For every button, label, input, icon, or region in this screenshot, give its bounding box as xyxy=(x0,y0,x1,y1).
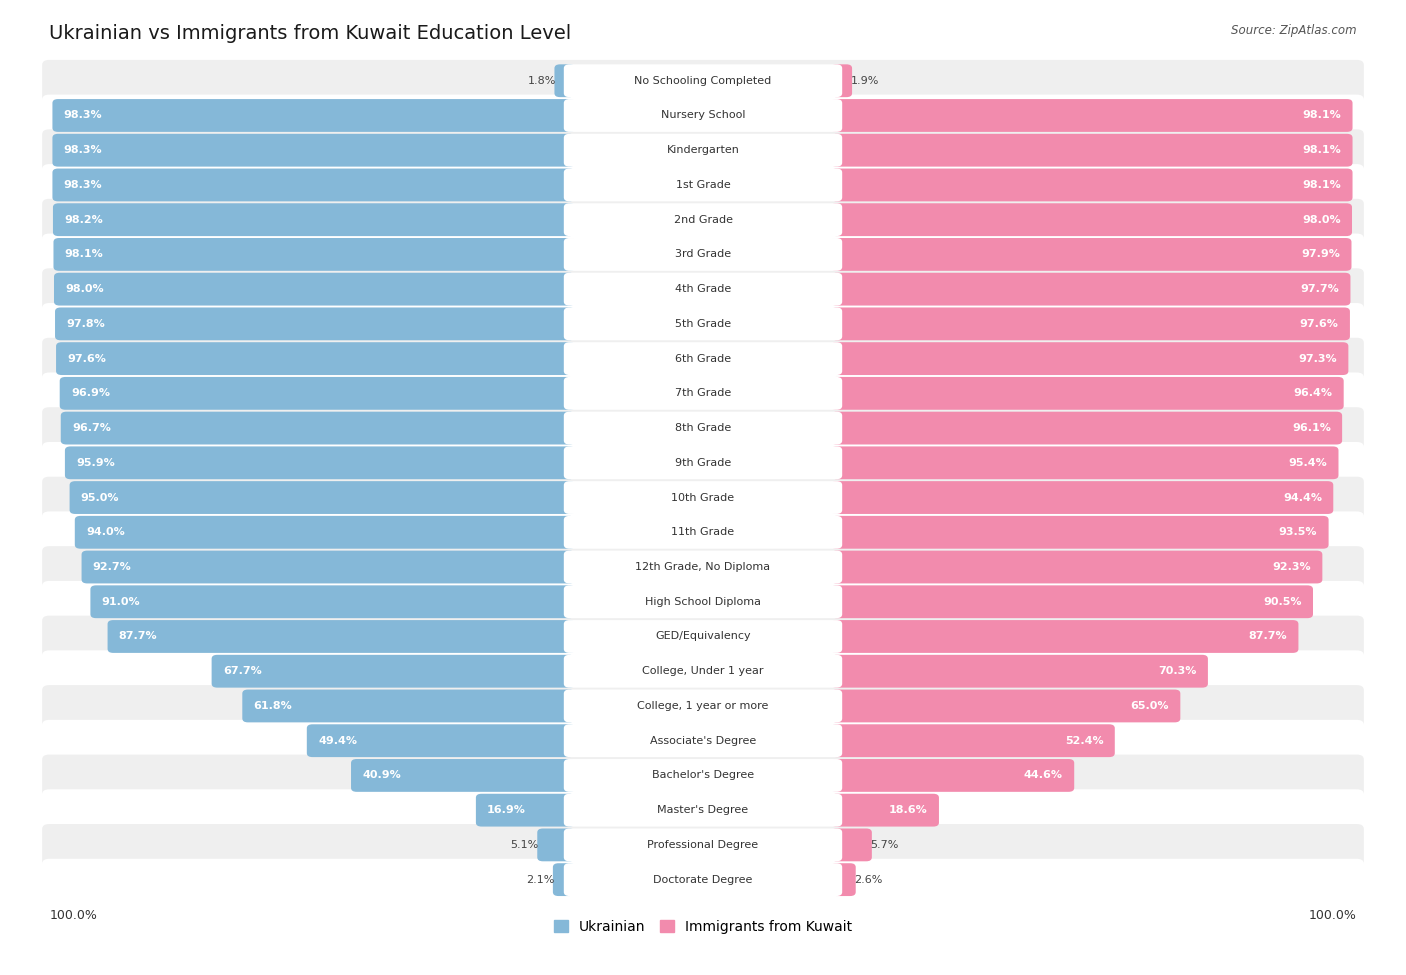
Text: 92.7%: 92.7% xyxy=(93,562,132,572)
Text: 96.4%: 96.4% xyxy=(1294,388,1333,399)
Text: 98.1%: 98.1% xyxy=(65,250,104,259)
Text: 91.0%: 91.0% xyxy=(101,597,141,606)
Text: 90.5%: 90.5% xyxy=(1263,597,1302,606)
Text: Doctorate Degree: Doctorate Degree xyxy=(654,875,752,884)
Text: 97.6%: 97.6% xyxy=(67,354,107,364)
Text: 100.0%: 100.0% xyxy=(1309,909,1357,921)
Text: 98.3%: 98.3% xyxy=(63,145,103,155)
Text: 97.8%: 97.8% xyxy=(66,319,105,329)
Text: 95.0%: 95.0% xyxy=(82,492,120,502)
Text: 49.4%: 49.4% xyxy=(318,736,357,746)
Text: 87.7%: 87.7% xyxy=(1249,632,1286,642)
Text: 5th Grade: 5th Grade xyxy=(675,319,731,329)
Text: 95.9%: 95.9% xyxy=(76,458,115,468)
Text: 97.9%: 97.9% xyxy=(1302,250,1340,259)
Text: 61.8%: 61.8% xyxy=(253,701,292,711)
Text: 10th Grade: 10th Grade xyxy=(672,492,734,502)
Text: 70.3%: 70.3% xyxy=(1159,666,1197,677)
Text: Master's Degree: Master's Degree xyxy=(658,805,748,815)
Text: 98.3%: 98.3% xyxy=(63,110,103,121)
Text: Nursery School: Nursery School xyxy=(661,110,745,121)
Text: 44.6%: 44.6% xyxy=(1024,770,1063,780)
Text: 40.9%: 40.9% xyxy=(363,770,401,780)
Text: 18.6%: 18.6% xyxy=(889,805,928,815)
Text: Associate's Degree: Associate's Degree xyxy=(650,736,756,746)
Text: College, Under 1 year: College, Under 1 year xyxy=(643,666,763,677)
Text: 96.9%: 96.9% xyxy=(70,388,110,399)
Text: 2nd Grade: 2nd Grade xyxy=(673,214,733,224)
Text: 95.4%: 95.4% xyxy=(1288,458,1327,468)
Text: 98.0%: 98.0% xyxy=(1302,214,1341,224)
Text: 1st Grade: 1st Grade xyxy=(676,180,730,190)
Text: 65.0%: 65.0% xyxy=(1130,701,1170,711)
Text: 100.0%: 100.0% xyxy=(49,909,97,921)
Text: 96.1%: 96.1% xyxy=(1292,423,1331,433)
Text: 94.0%: 94.0% xyxy=(86,527,125,537)
Text: Bachelor's Degree: Bachelor's Degree xyxy=(652,770,754,780)
Legend: Ukrainian, Immigrants from Kuwait: Ukrainian, Immigrants from Kuwait xyxy=(554,920,852,934)
Text: 93.5%: 93.5% xyxy=(1279,527,1317,537)
Text: College, 1 year or more: College, 1 year or more xyxy=(637,701,769,711)
Text: 52.4%: 52.4% xyxy=(1064,736,1104,746)
Text: High School Diploma: High School Diploma xyxy=(645,597,761,606)
Text: 3rd Grade: 3rd Grade xyxy=(675,250,731,259)
Text: 97.3%: 97.3% xyxy=(1299,354,1337,364)
Text: 8th Grade: 8th Grade xyxy=(675,423,731,433)
Text: 5.7%: 5.7% xyxy=(870,839,898,850)
Text: 16.9%: 16.9% xyxy=(486,805,526,815)
Text: 6th Grade: 6th Grade xyxy=(675,354,731,364)
Text: 98.1%: 98.1% xyxy=(1302,110,1341,121)
Text: GED/Equivalency: GED/Equivalency xyxy=(655,632,751,642)
Text: 97.6%: 97.6% xyxy=(1299,319,1339,329)
Text: 98.1%: 98.1% xyxy=(1302,180,1341,190)
Text: 87.7%: 87.7% xyxy=(120,632,157,642)
Text: 67.7%: 67.7% xyxy=(224,666,262,677)
Text: 1.9%: 1.9% xyxy=(851,76,879,86)
Text: 4th Grade: 4th Grade xyxy=(675,284,731,294)
Text: 94.4%: 94.4% xyxy=(1284,492,1322,502)
Text: 2.1%: 2.1% xyxy=(526,875,554,884)
Text: 9th Grade: 9th Grade xyxy=(675,458,731,468)
Text: 98.3%: 98.3% xyxy=(63,180,103,190)
Text: 5.1%: 5.1% xyxy=(510,839,538,850)
Text: 98.2%: 98.2% xyxy=(65,214,103,224)
Text: 92.3%: 92.3% xyxy=(1272,562,1312,572)
Text: 2.6%: 2.6% xyxy=(855,875,883,884)
Text: 98.0%: 98.0% xyxy=(65,284,104,294)
Text: 97.7%: 97.7% xyxy=(1301,284,1339,294)
Text: No Schooling Completed: No Schooling Completed xyxy=(634,76,772,86)
Text: Source: ZipAtlas.com: Source: ZipAtlas.com xyxy=(1232,24,1357,37)
Text: Professional Degree: Professional Degree xyxy=(647,839,759,850)
Text: 12th Grade, No Diploma: 12th Grade, No Diploma xyxy=(636,562,770,572)
Text: Kindergarten: Kindergarten xyxy=(666,145,740,155)
Text: 96.7%: 96.7% xyxy=(72,423,111,433)
Text: Ukrainian vs Immigrants from Kuwait Education Level: Ukrainian vs Immigrants from Kuwait Educ… xyxy=(49,24,571,43)
Text: 7th Grade: 7th Grade xyxy=(675,388,731,399)
Text: 1.8%: 1.8% xyxy=(527,76,555,86)
Text: 98.1%: 98.1% xyxy=(1302,145,1341,155)
Text: 11th Grade: 11th Grade xyxy=(672,527,734,537)
